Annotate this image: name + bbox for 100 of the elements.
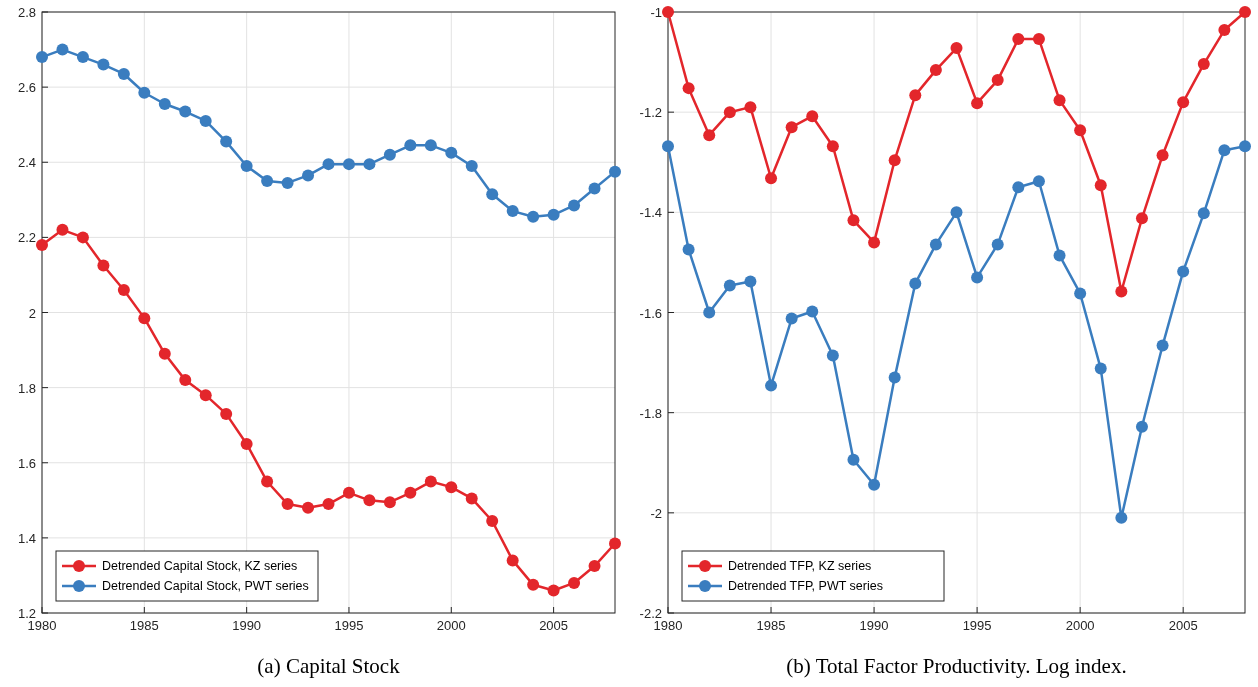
point (158, 347, 171, 360)
point (302, 501, 315, 514)
point (56, 223, 69, 236)
point (383, 148, 396, 161)
point (568, 199, 581, 212)
point (97, 58, 110, 71)
point (527, 210, 540, 223)
legend-label: Detrended Capital Stock, KZ series (102, 559, 298, 573)
point (322, 498, 335, 511)
point (138, 312, 151, 325)
point (1135, 212, 1148, 225)
point (909, 277, 922, 290)
point (1239, 6, 1251, 18)
y-tick-label: 2.2 (17, 230, 36, 246)
point (1115, 285, 1128, 298)
point (240, 160, 253, 173)
point (363, 494, 376, 507)
point (703, 306, 716, 319)
legend-label: Detrended Capital Stock, PWT series (102, 579, 309, 593)
point (506, 554, 519, 567)
x-tick-label: 2000 (436, 618, 466, 633)
point (1135, 420, 1148, 433)
point (991, 238, 1004, 251)
point (97, 259, 110, 272)
point (179, 374, 192, 387)
legend-label: Detrended TFP, KZ series (728, 559, 872, 573)
x-tick-label: 2005 (539, 618, 569, 633)
point (445, 146, 458, 159)
point (971, 97, 984, 110)
point (1074, 124, 1087, 137)
point (261, 175, 274, 188)
point (342, 158, 355, 171)
y-tick-label: 1.8 (17, 380, 36, 396)
legend-label: Detrended TFP, PWT series (728, 579, 883, 593)
point (527, 578, 540, 591)
point (240, 437, 253, 450)
point (785, 312, 798, 325)
point (547, 208, 560, 221)
point (506, 205, 519, 218)
point (179, 105, 192, 118)
point (765, 379, 778, 392)
y-tick-label: -1 (650, 5, 662, 20)
point (1115, 511, 1128, 524)
point (888, 154, 901, 167)
x-tick-label: 1985 (756, 618, 786, 633)
point (826, 140, 839, 153)
point (138, 86, 151, 99)
point (302, 169, 315, 182)
point (1197, 207, 1210, 220)
point (36, 238, 48, 251)
point (199, 114, 212, 127)
point (588, 560, 601, 573)
point (56, 43, 69, 56)
y-tick-label: 2 (28, 305, 36, 321)
x-tick-label: 1980 (27, 618, 57, 633)
point (117, 283, 130, 296)
point (1053, 249, 1066, 262)
point (568, 576, 581, 589)
point (868, 478, 881, 491)
x-tick-label: 1995 (962, 618, 992, 633)
point (682, 82, 695, 95)
point (76, 231, 89, 244)
point (220, 135, 233, 148)
point (281, 498, 294, 511)
point (950, 42, 963, 55)
point (465, 160, 478, 173)
y-tick-label: 2.6 (17, 80, 36, 96)
point (1094, 362, 1107, 375)
point (1177, 96, 1190, 109)
point (465, 492, 478, 505)
point (806, 305, 819, 318)
point (909, 89, 922, 102)
y-tick-label: 1.2 (17, 606, 36, 621)
point (744, 101, 757, 114)
y-tick-label: 2.8 (17, 5, 36, 20)
point (261, 475, 274, 488)
point (744, 275, 757, 288)
point (1053, 94, 1066, 107)
point (1074, 287, 1087, 300)
point (588, 182, 601, 195)
point (404, 139, 417, 152)
point (662, 140, 674, 153)
point (723, 279, 736, 292)
point (199, 389, 212, 402)
x-tick-label: 1990 (859, 618, 889, 633)
point (1218, 24, 1231, 37)
point (1177, 265, 1190, 278)
point (991, 74, 1004, 87)
point (868, 236, 881, 249)
point (682, 243, 695, 256)
point (806, 110, 819, 123)
x-tick-label: 2000 (1065, 618, 1095, 633)
point (1156, 339, 1169, 352)
point (1032, 33, 1045, 46)
point (36, 51, 48, 64)
point (662, 6, 674, 18)
y-tick-label: -2.2 (639, 606, 662, 621)
point (486, 188, 499, 201)
point (404, 486, 417, 499)
point (847, 453, 860, 466)
